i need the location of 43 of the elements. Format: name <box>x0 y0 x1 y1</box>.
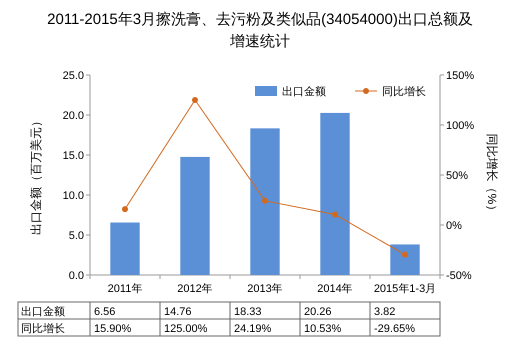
text: 同比增长 <box>21 323 65 335</box>
data-label: 10.53% <box>304 323 342 335</box>
point <box>402 252 408 258</box>
data-label: 15.90% <box>94 323 132 335</box>
y-axis-title: 出口金额（百万美元） <box>29 115 43 235</box>
data-label: 24.19% <box>234 323 272 335</box>
y2-tick-label: 0% <box>446 220 462 232</box>
data-label: -29.65% <box>374 323 416 335</box>
y-tick-label: 25.0 <box>62 70 84 82</box>
point <box>122 206 128 212</box>
bar <box>250 128 280 275</box>
data-label: 6.56 <box>94 306 116 318</box>
x-tick-label: 2013年 <box>247 283 283 295</box>
data-label: 3.82 <box>374 306 396 318</box>
x-tick-label: 2015年1-3月 <box>374 283 436 295</box>
legend-label: 同比增长 <box>382 85 426 98</box>
y-tick-label: 20.0 <box>62 110 84 122</box>
y2-tick-label: 150% <box>446 70 474 82</box>
data-label: 18.33 <box>234 306 262 318</box>
x-tick-label: 2011年 <box>108 283 142 295</box>
x-tick-label: 2014年 <box>317 283 353 295</box>
y2-tick-label: -50% <box>446 270 472 282</box>
y2-axis-title: 同比增长（%） <box>485 134 499 216</box>
y-tick-label: 0.0 <box>68 270 84 282</box>
point <box>262 198 268 204</box>
text: 出口金额 <box>21 306 65 318</box>
chart-title: 2011-2015年3月擦洗膏、去污粉及类似品(34054000)出口总额及增速统计 <box>47 11 473 50</box>
x-tick-label: 2012年 <box>177 283 213 295</box>
point <box>192 97 198 103</box>
bar <box>320 112 350 275</box>
legend-label: 出口金额 <box>282 85 326 98</box>
bar <box>180 156 210 275</box>
data-label: 125.00% <box>164 323 208 335</box>
data-label: 14.76 <box>164 306 192 318</box>
y-tick-label: 10.0 <box>62 190 84 202</box>
y-tick-label: 15.0 <box>62 150 84 162</box>
bar <box>110 222 140 275</box>
y2-tick-label: 100% <box>446 120 474 132</box>
point <box>332 211 338 218</box>
y2-tick-label: 50% <box>446 170 468 182</box>
bar <box>390 244 420 275</box>
y-tick-label: 5.0 <box>68 230 84 242</box>
data-label: 20.26 <box>304 306 332 318</box>
